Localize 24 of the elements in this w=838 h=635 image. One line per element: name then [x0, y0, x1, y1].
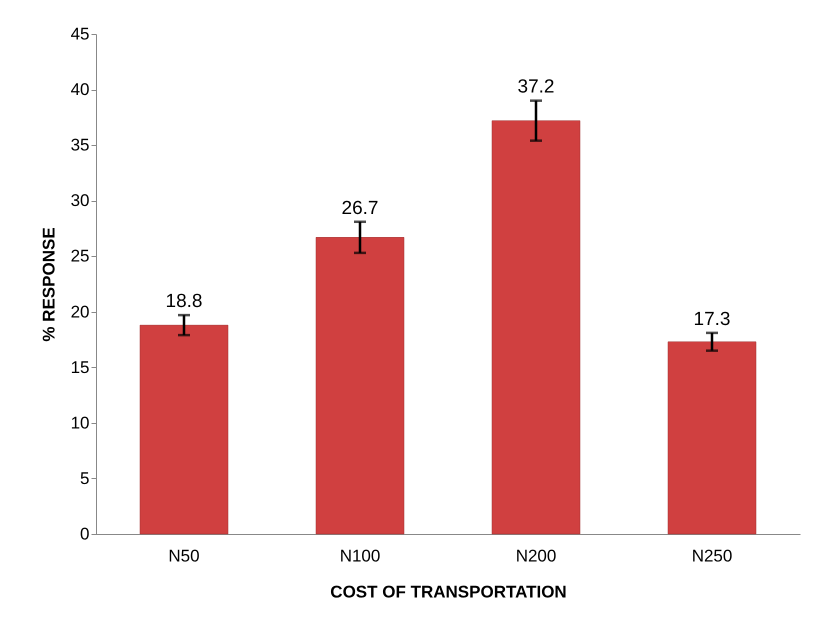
y-tick-label: 5 [80, 468, 90, 488]
y-tick-label: 45 [70, 24, 90, 44]
data-label: 37.2 [518, 76, 554, 98]
y-tick-label: 10 [70, 413, 90, 432]
bar [140, 324, 228, 534]
x-axis-title: COST OF TRANSPORTATION [330, 582, 567, 602]
y-tick-label: 30 [70, 191, 90, 210]
y-tick-label: 25 [70, 246, 90, 266]
bar [316, 237, 404, 534]
data-label: 26.7 [342, 198, 378, 219]
y-tick-label: 20 [70, 302, 90, 322]
y-tick-label: 40 [70, 80, 90, 100]
data-label: 17.3 [694, 308, 730, 330]
x-tick-label: N200 [516, 546, 556, 566]
x-tick-label: N250 [692, 546, 732, 566]
bar [492, 120, 580, 534]
y-tick-label: 0 [80, 524, 90, 544]
bar [668, 342, 756, 534]
y-tick-label: 15 [70, 358, 90, 377]
data-label: 18.8 [166, 291, 202, 312]
y-axis-title: % RESPONSE [40, 227, 59, 342]
x-tick-label: N50 [168, 546, 200, 566]
x-tick-label: N100 [340, 546, 380, 566]
y-tick-label: 35 [70, 136, 90, 155]
